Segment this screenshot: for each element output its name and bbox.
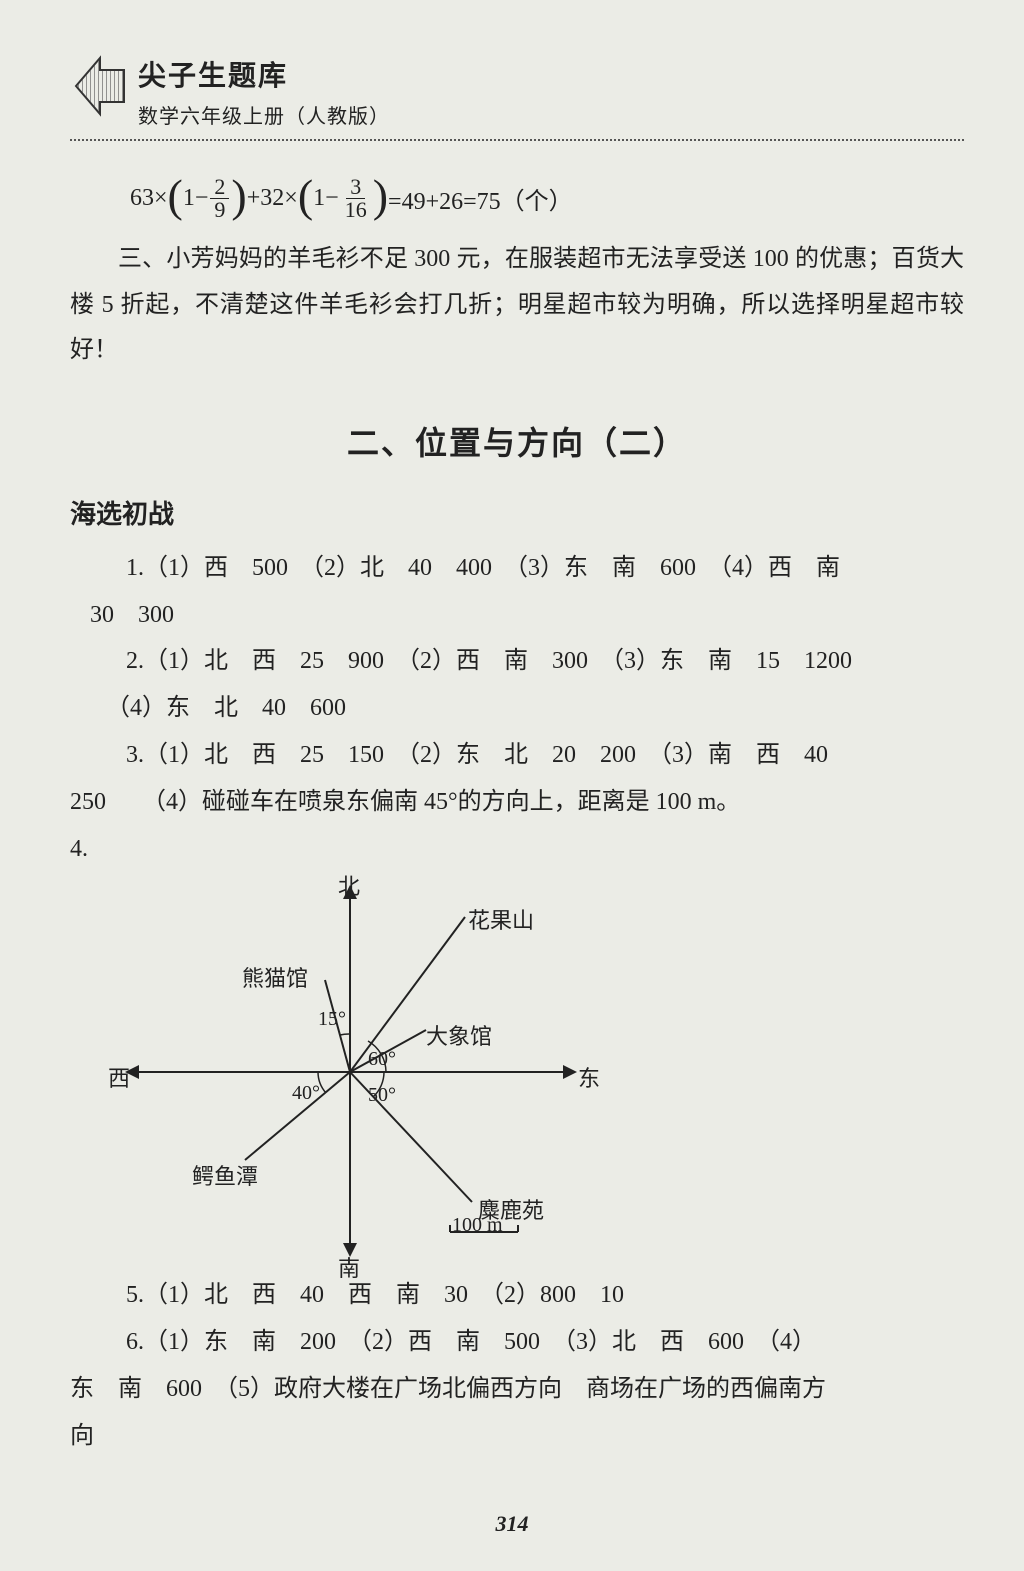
label-west: 西 — [108, 1058, 130, 1101]
subheading: 海选初战 — [70, 494, 964, 531]
label-south: 南 — [338, 1248, 360, 1291]
label-crocodile: 鳄鱼潭 — [192, 1156, 258, 1199]
answer-line: 250 （4）碰碰车在喷泉东偏南 45°的方向上，距离是 100 m。 — [70, 779, 964, 826]
eq-part: +32× — [247, 185, 298, 212]
label-east: 东 — [578, 1058, 600, 1101]
fraction-2: 3 16 — [341, 176, 371, 221]
scale-label: 100 m — [452, 1206, 503, 1245]
left-paren-1: ( — [168, 173, 183, 219]
book-subtitle: 数学六年级上册（人教版） — [138, 100, 390, 129]
label-panda: 熊猫馆 — [242, 958, 308, 1001]
answer-line: 5.（1）北 西 40 西 南 30 （2）800 10 — [126, 1272, 964, 1319]
page-number: 314 — [0, 1511, 1024, 1537]
angle-40: 40° — [292, 1074, 320, 1113]
title-block: 尖子生题库 数学六年级上册（人教版） — [138, 50, 390, 129]
angle-50: 50° — [368, 1076, 396, 1115]
angle-60: 60° — [368, 1040, 396, 1079]
answer-line: （4）东 北 40 600 — [106, 685, 964, 732]
q4-label: 4. — [70, 826, 964, 873]
eq-part: 1− — [183, 185, 209, 212]
right-paren-2: ) — [373, 173, 388, 219]
left-paren-2: ( — [298, 173, 313, 219]
fraction-1: 2 9 — [210, 176, 229, 221]
eq-rhs: =49+26=75（个） — [388, 181, 573, 216]
paragraph-three: 三、小芳妈妈的羊毛衫不足 300 元，在服装超市无法享受送 100 的优惠；百货… — [70, 237, 964, 374]
angle-15: 15° — [318, 1000, 346, 1039]
answer-line: 东 南 600 （5）政府大楼在广场北偏西方向 商场在广场的西偏南方 — [70, 1366, 964, 1413]
answer-line: 6.（1）东 南 200 （2）西 南 500 （3）北 西 600 （4） — [126, 1319, 964, 1366]
answer-line: 向 — [70, 1413, 964, 1460]
direction-diagram: 北 南 东 西 熊猫馆 花果山 大象馆 鳄鱼潭 麋鹿苑 15° 60° 50° … — [70, 872, 630, 1272]
header: 尖子生题库 数学六年级上册（人教版） — [70, 50, 964, 129]
answer-line: 1.（1）西 500 （2）北 40 400 （3）东 南 600 （4）西 南 — [126, 545, 964, 592]
label-huaguo: 花果山 — [468, 900, 534, 943]
frac-num: 3 — [346, 176, 365, 199]
frac-den: 16 — [341, 199, 371, 221]
answer-line: 3.（1）北 西 25 150 （2）东 北 20 200 （3）南 西 40 — [126, 732, 964, 779]
page: 尖子生题库 数学六年级上册（人教版） 63× ( 1− 2 9 ) +32× (… — [0, 0, 1024, 1571]
section-title: 二、位置与方向（二） — [70, 418, 964, 464]
label-elephant: 大象馆 — [426, 1016, 492, 1059]
book-title: 尖子生题库 — [138, 54, 390, 94]
eq-part: 63× — [130, 185, 168, 212]
arrow-icon — [70, 50, 130, 120]
frac-den: 9 — [210, 199, 229, 221]
answers-block: 1.（1）西 500 （2）北 40 400 （3）东 南 600 （4）西 南… — [70, 545, 964, 1460]
answer-line: 30 300 — [90, 592, 964, 639]
equation-line: 63× ( 1− 2 9 ) +32× ( 1− 3 16 ) =49+26=7… — [130, 175, 964, 221]
right-paren-1: ) — [231, 173, 246, 219]
frac-num: 2 — [210, 176, 229, 199]
dotted-divider — [70, 139, 964, 141]
answer-line: 2.（1）北 西 25 900 （2）西 南 300 （3）东 南 15 120… — [126, 638, 964, 685]
label-north: 北 — [338, 866, 360, 909]
eq-part: 1− — [313, 185, 339, 212]
